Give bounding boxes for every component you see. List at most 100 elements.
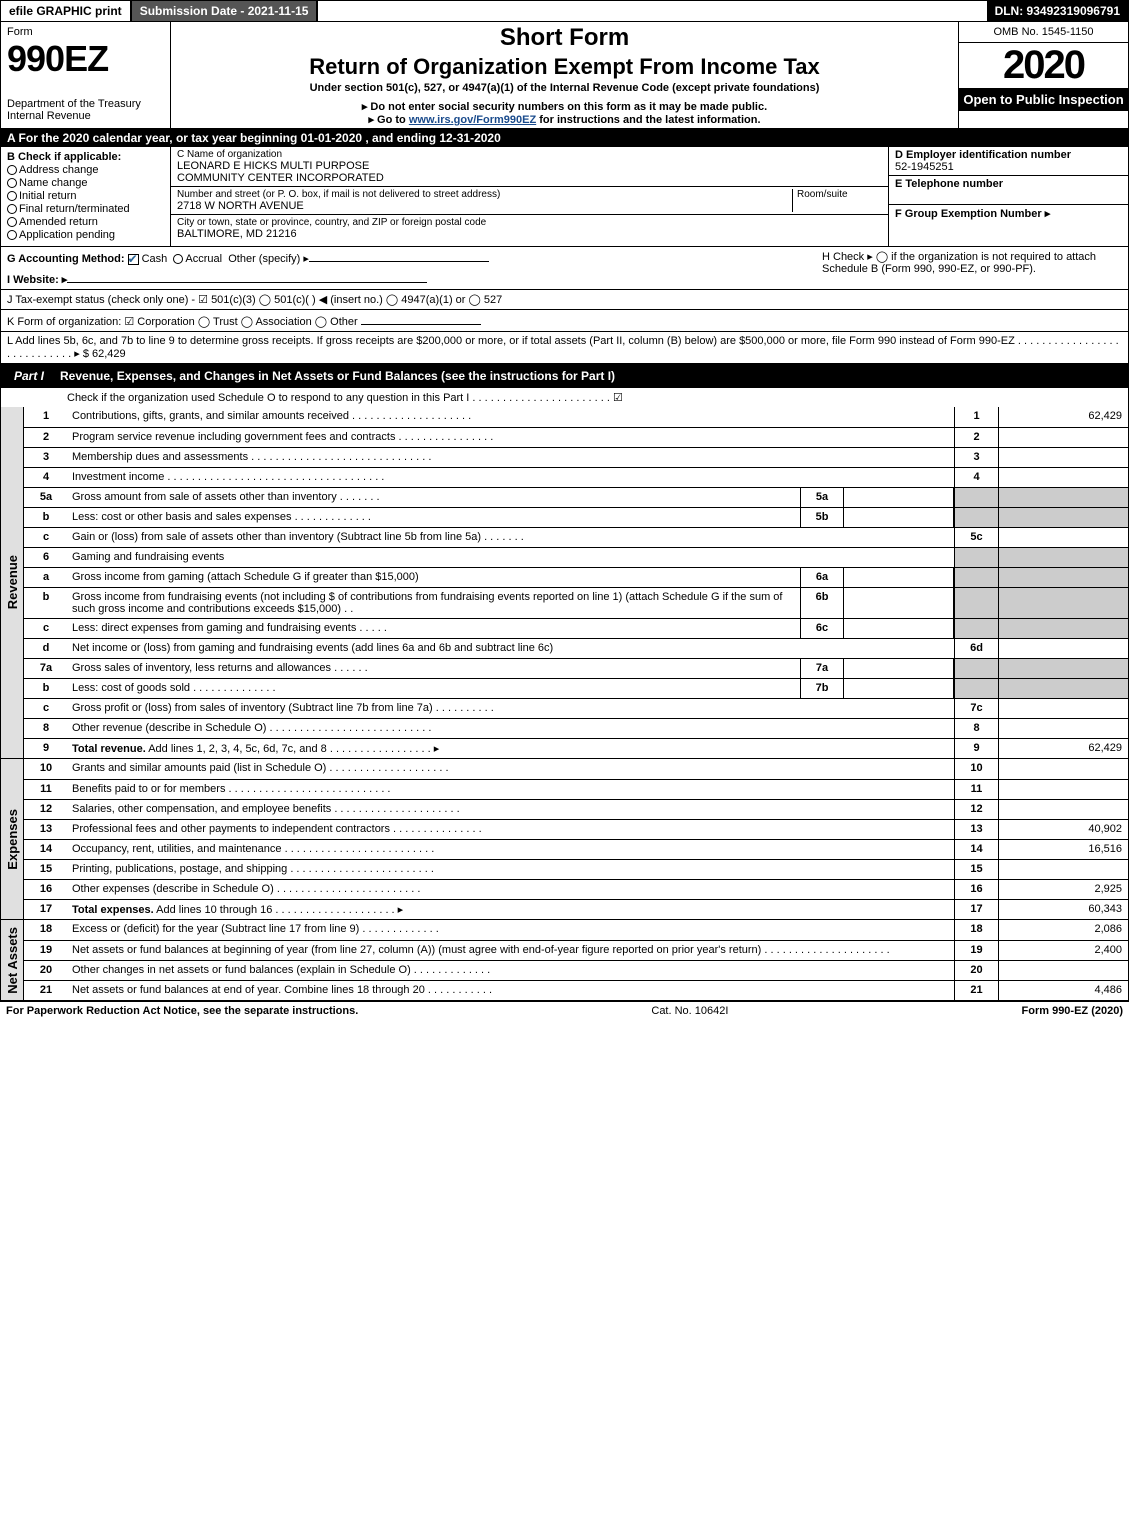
- table-row: bGross income from fundraising events (n…: [24, 587, 1128, 618]
- line-desc: Grants and similar amounts paid (list in…: [68, 759, 954, 779]
- line-num-col: 12: [954, 800, 998, 819]
- line-val-col: 40,902: [998, 820, 1128, 839]
- section-a-bar: A For the 2020 calendar year, or tax yea…: [0, 129, 1129, 147]
- chk-final[interactable]: Final return/terminated: [7, 203, 164, 215]
- line-num-col: 21: [954, 981, 998, 1000]
- line-no: b: [24, 679, 68, 698]
- chk-cash[interactable]: [128, 254, 139, 265]
- line-desc: Less: cost of goods sold . . . . . . . .…: [68, 679, 800, 698]
- c-name-label: C Name of organization: [177, 149, 882, 160]
- chk-amended[interactable]: Amended return: [7, 216, 164, 228]
- sub-line-val: [844, 488, 954, 507]
- line-desc: Contributions, gifts, grants, and simila…: [68, 407, 954, 427]
- form-word: Form: [7, 26, 164, 38]
- line-no: 11: [24, 780, 68, 799]
- irs-link[interactable]: www.irs.gov/Form990EZ: [409, 114, 536, 126]
- chk-accrual[interactable]: [173, 254, 183, 264]
- k-other-input[interactable]: [361, 313, 481, 325]
- line-no: 14: [24, 840, 68, 859]
- efile-label[interactable]: efile GRAPHIC print: [1, 1, 130, 21]
- sub-line-val: [844, 619, 954, 638]
- page-footer: For Paperwork Reduction Act Notice, see …: [0, 1001, 1129, 1020]
- line-desc: Total revenue. Add lines 1, 2, 3, 4, 5c,…: [68, 739, 954, 758]
- line-num-col: 11: [954, 780, 998, 799]
- ein-value: 52-1945251: [895, 161, 1122, 173]
- table-row: 19Net assets or fund balances at beginni…: [24, 940, 1128, 960]
- line-desc: Less: cost or other basis and sales expe…: [68, 508, 800, 527]
- line-desc: Membership dues and assessments . . . . …: [68, 448, 954, 467]
- table-row: 21Net assets or fund balances at end of …: [24, 980, 1128, 1000]
- table-row: 3Membership dues and assessments . . . .…: [24, 447, 1128, 467]
- dln-label: DLN: 93492319096791: [987, 1, 1128, 21]
- table-row: 14Occupancy, rent, utilities, and mainte…: [24, 839, 1128, 859]
- line-val-col: [998, 679, 1128, 698]
- org-info-grid: B Check if applicable: Address change Na…: [0, 147, 1129, 247]
- subtitle: Under section 501(c), 527, or 4947(a)(1)…: [179, 82, 950, 94]
- chk-initial[interactable]: Initial return: [7, 190, 164, 202]
- chk-address[interactable]: Address change: [7, 164, 164, 176]
- line-val-col: [998, 508, 1128, 527]
- j-text: J Tax-exempt status (check only one) - ☑…: [7, 293, 1122, 306]
- line-no: c: [24, 619, 68, 638]
- line-val-col: 2,925: [998, 880, 1128, 899]
- org-name-2: COMMUNITY CENTER INCORPORATED: [177, 172, 882, 184]
- city-value: BALTIMORE, MD 21216: [177, 228, 882, 240]
- table-row: 9Total revenue. Add lines 1, 2, 3, 4, 5c…: [24, 738, 1128, 758]
- line-desc: Gross amount from sale of assets other t…: [68, 488, 800, 507]
- line-val-col: [998, 619, 1128, 638]
- line-val-col: [998, 699, 1128, 718]
- table-row: 7aGross sales of inventory, less returns…: [24, 658, 1128, 678]
- table-row: 12Salaries, other compensation, and empl…: [24, 799, 1128, 819]
- line-no: 7a: [24, 659, 68, 678]
- header-right: OMB No. 1545-1150 2020 Open to Public In…: [958, 22, 1128, 128]
- col-b: B Check if applicable: Address change Na…: [1, 147, 171, 246]
- table-row: 17Total expenses. Add lines 10 through 1…: [24, 899, 1128, 919]
- table-row: 11Benefits paid to or for members . . . …: [24, 779, 1128, 799]
- line-no: b: [24, 508, 68, 527]
- line-no: 15: [24, 860, 68, 879]
- line-num-col: 17: [954, 900, 998, 919]
- table-row: dNet income or (loss) from gaming and fu…: [24, 638, 1128, 658]
- revenue-side-label: Revenue: [5, 555, 20, 609]
- other-method-input[interactable]: [309, 250, 489, 262]
- line-no: c: [24, 699, 68, 718]
- table-row: bLess: cost of goods sold . . . . . . . …: [24, 678, 1128, 698]
- omb-number: OMB No. 1545-1150: [959, 22, 1128, 43]
- sub-line-val: [844, 588, 954, 618]
- line-no: 2: [24, 428, 68, 447]
- table-row: bLess: cost or other basis and sales exp…: [24, 507, 1128, 527]
- chk-name[interactable]: Name change: [7, 177, 164, 189]
- line-val-col: [998, 588, 1128, 618]
- line-num-col: [954, 488, 998, 507]
- line-desc: Salaries, other compensation, and employ…: [68, 800, 954, 819]
- sub-line-val: [844, 508, 954, 527]
- line-val-col: [998, 860, 1128, 879]
- line-desc: Other revenue (describe in Schedule O) .…: [68, 719, 954, 738]
- chk-pending[interactable]: Application pending: [7, 229, 164, 241]
- line-no: b: [24, 588, 68, 618]
- dept-label: Department of the Treasury: [7, 98, 164, 110]
- line-val-col: [998, 548, 1128, 567]
- line-num-col: [954, 508, 998, 527]
- l-amount: 62,429: [92, 348, 126, 360]
- website-input[interactable]: [67, 271, 427, 283]
- sub-line-no: 5a: [800, 488, 844, 507]
- line-no: 21: [24, 981, 68, 1000]
- sub-line-val: [844, 679, 954, 698]
- line-desc: Program service revenue including govern…: [68, 428, 954, 447]
- line-desc: Benefits paid to or for members . . . . …: [68, 780, 954, 799]
- line-num-col: 1: [954, 407, 998, 427]
- line-no: c: [24, 528, 68, 547]
- line-no: 10: [24, 759, 68, 779]
- col-d: D Employer identification number 52-1945…: [888, 147, 1128, 246]
- table-row: 6Gaming and fundraising events: [24, 547, 1128, 567]
- line-val-col: 4,486: [998, 981, 1128, 1000]
- line-no: 18: [24, 920, 68, 940]
- row-j: J Tax-exempt status (check only one) - ☑…: [0, 290, 1129, 310]
- part1-check-text: Check if the organization used Schedule …: [7, 391, 1122, 404]
- line-no: 8: [24, 719, 68, 738]
- table-row: 15Printing, publications, postage, and s…: [24, 859, 1128, 879]
- line-num-col: 7c: [954, 699, 998, 718]
- org-name-1: LEONARD E HICKS MULTI PURPOSE: [177, 160, 882, 172]
- line-desc: Less: direct expenses from gaming and fu…: [68, 619, 800, 638]
